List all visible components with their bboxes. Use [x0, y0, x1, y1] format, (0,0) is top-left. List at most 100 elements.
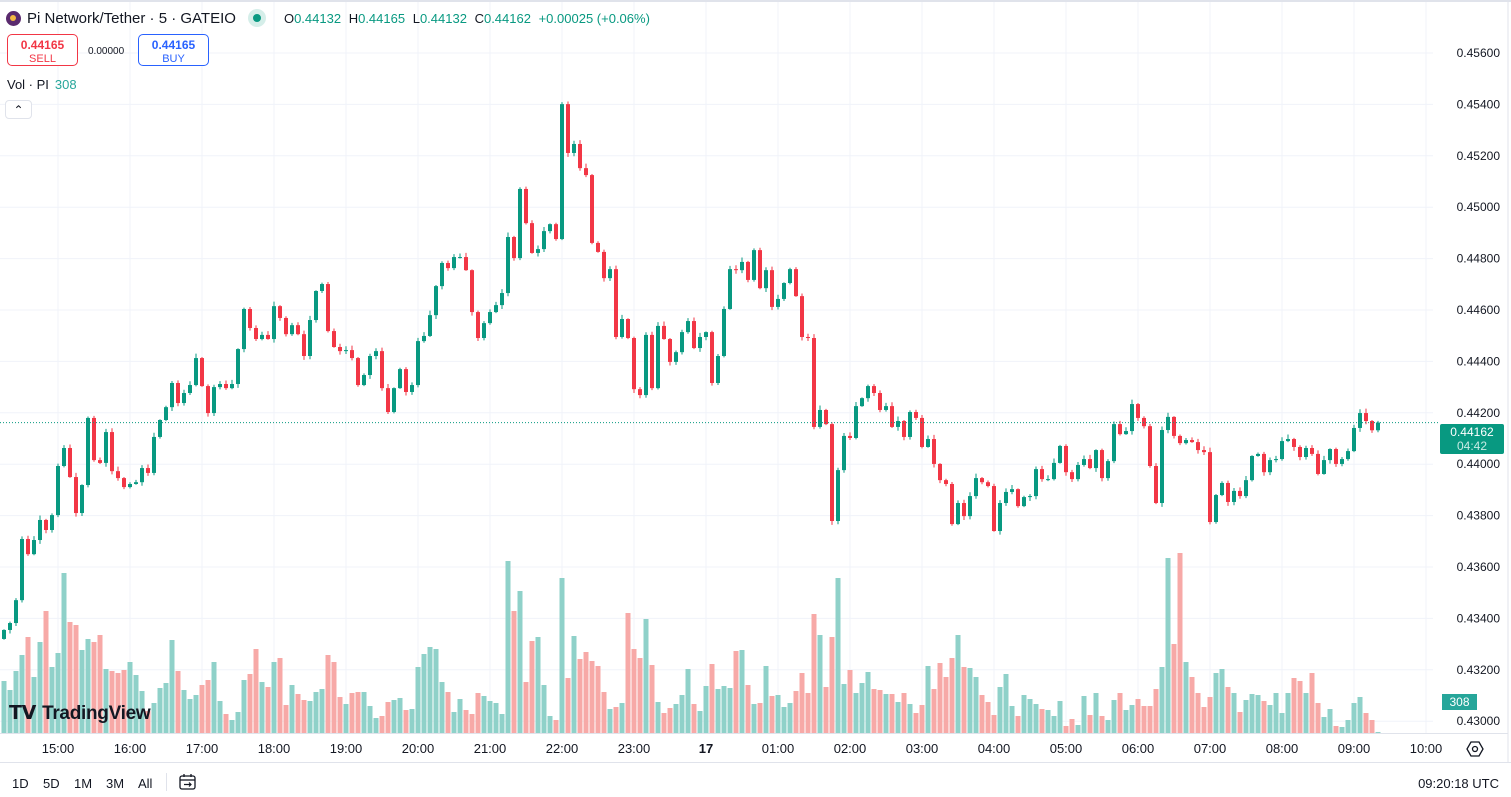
candle[interactable] [302, 330, 306, 360]
candle[interactable] [368, 353, 372, 379]
candle[interactable] [1358, 409, 1362, 432]
candle[interactable] [1280, 437, 1284, 461]
candle[interactable] [470, 269, 474, 316]
candle[interactable] [248, 306, 252, 331]
candle[interactable] [884, 402, 888, 412]
candle[interactable] [1088, 454, 1092, 470]
candle[interactable] [338, 343, 342, 355]
candle[interactable] [266, 331, 270, 340]
candle[interactable] [122, 476, 126, 490]
candle[interactable] [1268, 457, 1272, 476]
candle[interactable] [854, 401, 858, 440]
candle[interactable] [488, 309, 492, 325]
candle[interactable] [1232, 487, 1236, 506]
candle[interactable] [1094, 449, 1098, 472]
candle[interactable] [332, 328, 336, 348]
candle[interactable] [386, 383, 390, 415]
candle[interactable] [1208, 447, 1212, 525]
candle[interactable] [698, 332, 702, 352]
candle[interactable] [1214, 493, 1218, 524]
candle[interactable] [860, 397, 864, 407]
candle[interactable] [1022, 495, 1026, 508]
candle[interactable] [1106, 459, 1110, 481]
candle[interactable] [164, 405, 168, 422]
candle[interactable] [362, 373, 366, 387]
candle[interactable] [842, 433, 846, 473]
candle[interactable] [356, 356, 360, 387]
candle[interactable] [602, 249, 606, 282]
buy-button[interactable]: 0.44165 BUY [138, 34, 209, 66]
candle[interactable] [992, 483, 996, 532]
candle[interactable] [986, 480, 990, 488]
candle[interactable] [1148, 423, 1152, 468]
candle[interactable] [1250, 455, 1254, 482]
candle[interactable] [812, 334, 816, 430]
candle[interactable] [782, 282, 786, 301]
candle[interactable] [296, 322, 300, 336]
candle[interactable] [1310, 445, 1314, 456]
candle[interactable] [1010, 484, 1014, 495]
candle[interactable] [1238, 487, 1242, 499]
candle[interactable] [20, 536, 24, 603]
candle[interactable] [38, 515, 42, 544]
candle[interactable] [794, 267, 798, 297]
candle[interactable] [1070, 469, 1074, 483]
candle[interactable] [908, 410, 912, 440]
candle[interactable] [704, 331, 708, 341]
candle[interactable] [314, 290, 318, 323]
candle[interactable] [932, 434, 936, 468]
candle[interactable] [920, 415, 924, 449]
collapse-legend-button[interactable]: ⌃ [5, 100, 32, 119]
candle[interactable] [50, 513, 54, 533]
candle[interactable] [110, 428, 114, 475]
candle[interactable] [428, 310, 432, 338]
candle[interactable] [326, 282, 330, 333]
candle[interactable] [272, 301, 276, 343]
candle[interactable] [572, 140, 576, 157]
volume-legend[interactable]: Vol · PI 308 [7, 77, 77, 92]
candle[interactable] [344, 346, 348, 355]
candle[interactable] [422, 332, 426, 343]
candle[interactable] [674, 350, 678, 365]
candle[interactable] [176, 380, 180, 407]
candle[interactable] [620, 314, 624, 339]
candle[interactable] [776, 294, 780, 310]
candle[interactable] [914, 409, 918, 420]
candle[interactable] [128, 482, 132, 489]
candle[interactable] [734, 265, 738, 274]
candle[interactable] [518, 187, 522, 261]
candle[interactable] [956, 500, 960, 526]
candle[interactable] [896, 416, 900, 431]
calendar-arrow-icon[interactable] [178, 772, 198, 792]
candle[interactable] [1364, 408, 1368, 425]
candle[interactable] [134, 479, 138, 485]
candle[interactable] [764, 267, 768, 293]
candle[interactable] [926, 435, 930, 448]
candle[interactable] [728, 265, 732, 310]
range-3m-button[interactable]: 3M [106, 776, 125, 791]
candle[interactable] [752, 248, 756, 282]
candle[interactable] [1034, 466, 1038, 500]
candle[interactable] [1004, 488, 1008, 506]
candle[interactable] [968, 492, 972, 520]
candle[interactable] [638, 387, 642, 399]
candle[interactable] [260, 331, 264, 341]
candle[interactable] [104, 428, 108, 467]
candle[interactable] [482, 321, 486, 341]
candle[interactable] [1064, 444, 1068, 476]
candle[interactable] [950, 481, 954, 526]
candle[interactable] [464, 252, 468, 271]
range-all-button[interactable]: All [138, 776, 153, 791]
candle[interactable] [668, 337, 672, 366]
candle[interactable] [350, 345, 354, 361]
candle[interactable] [170, 380, 174, 412]
candle[interactable] [584, 163, 588, 178]
candle[interactable] [686, 318, 690, 334]
candle[interactable] [80, 484, 84, 516]
candle[interactable] [14, 598, 18, 626]
candle[interactable] [2, 629, 6, 640]
candle[interactable] [1112, 421, 1116, 464]
candle[interactable] [206, 384, 210, 417]
candle[interactable] [1352, 424, 1356, 453]
candle[interactable] [458, 253, 462, 259]
